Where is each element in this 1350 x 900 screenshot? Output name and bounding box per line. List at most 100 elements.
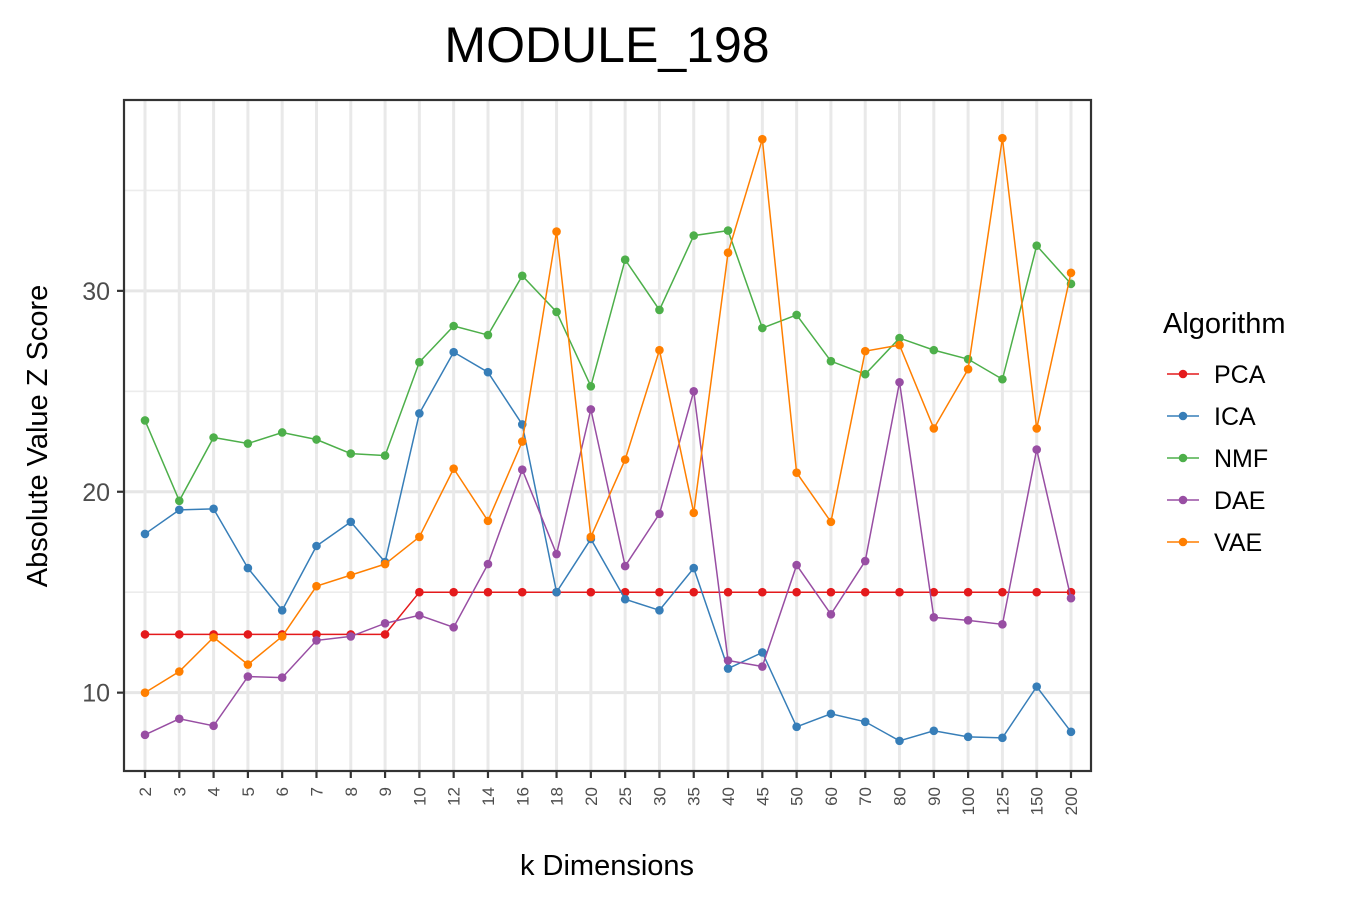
data-point-nmf [483,330,493,340]
data-point-nmf [689,231,699,240]
data-point-dae [380,619,390,628]
data-point-vae [723,248,733,257]
data-point-ica [826,709,836,719]
data-point-nmf [929,345,939,355]
legend-title: Algorithm [1163,308,1286,340]
data-point-pca [860,587,870,597]
series-line-nmf [144,229,1072,503]
legend-key-point-pca [1178,369,1188,379]
data-point-dae [586,405,596,414]
data-point-nmf [140,416,150,425]
data-point-vae [620,455,630,464]
data-point-pca [723,587,733,597]
legend-label-dae: DAE [1214,487,1265,515]
data-point-vae [792,468,801,477]
data-point-ica [655,605,664,615]
x-tick-label: 40 [719,787,738,806]
data-point-vae [998,133,1007,143]
legend-label-ica: ICA [1214,403,1256,431]
data-point-dae [243,672,253,681]
data-point-pca [312,630,321,639]
data-point-vae [552,227,561,236]
y-tick-label: 30 [82,278,110,306]
data-point-nmf [1032,241,1042,250]
x-tick-label: 14 [479,787,498,806]
data-point-dae [346,632,356,641]
x-tick-label: 9 [376,787,395,796]
series-layer [140,133,1076,746]
data-point-ica [895,736,904,746]
x-axis-label: k Dimensions [520,850,694,882]
data-point-ica [552,587,561,597]
data-point-vae [174,667,184,676]
data-point-vae [826,517,836,527]
data-point-dae [517,465,527,474]
data-point-pca [758,587,767,597]
data-point-dae [312,636,321,645]
data-point-vae [689,508,699,518]
x-tick-label: 2 [136,787,155,796]
data-point-pca [792,587,801,597]
chart-title: MODULE_198 [444,17,769,73]
series-line-ica [144,351,1072,742]
data-point-pca [586,587,596,597]
x-tick-label: 4 [205,787,224,796]
data-point-nmf [449,321,458,331]
data-point-vae [449,464,458,473]
data-point-nmf [380,451,390,460]
series-line-vae [144,138,1072,694]
data-point-vae [655,345,664,355]
data-point-dae [140,730,150,740]
data-point-dae [826,609,836,619]
data-point-nmf [655,305,664,315]
data-point-dae [449,623,458,632]
series-line-dae [144,382,1072,736]
data-point-ica [209,504,218,514]
x-tick-label: 200 [1062,787,1081,815]
data-point-nmf [415,357,424,367]
x-tick-label: 45 [753,787,772,806]
data-point-nmf [723,226,733,235]
data-point-ica [963,732,973,742]
data-point-vae [415,532,424,542]
data-point-vae [209,633,218,642]
data-point-dae [620,561,630,571]
grid [124,100,1091,771]
data-point-dae [792,560,801,570]
data-point-nmf [860,369,870,379]
data-point-nmf [826,356,836,366]
data-point-pca [963,587,973,597]
x-tick-label: 60 [822,787,841,806]
data-point-pca [689,587,699,597]
data-point-dae [689,387,699,396]
x-tick-label: 125 [993,787,1012,815]
x-tick-label: 30 [650,787,669,806]
x-tick-label: 8 [342,787,361,796]
data-point-nmf [312,435,321,444]
legend-key-point-nmf [1178,453,1188,463]
data-point-ica [998,733,1007,743]
data-point-ica [689,563,699,573]
data-point-dae [1032,445,1042,454]
data-point-vae [380,559,390,569]
data-point-ica [929,726,939,736]
x-tick-label: 7 [307,787,326,796]
data-point-vae [929,424,939,433]
data-point-pca [1032,587,1042,597]
data-point-pca [655,587,664,597]
data-point-vae [1032,424,1042,433]
legend-key-point-vae [1178,537,1188,547]
x-tick-label: 50 [788,787,807,806]
data-point-pca [929,587,939,597]
data-point-pca [415,587,424,597]
data-point-ica [620,594,630,604]
x-axis: 2 3 4 5 6 7 8 9 10 12 14 16 18 20 25 30 35 40 45 50 60 70 80 90… [136,771,1081,815]
x-tick-label: 20 [582,787,601,806]
x-tick-label: 80 [891,787,910,806]
data-point-pca [174,630,184,639]
x-tick-label: 70 [856,787,875,806]
data-point-dae [415,611,424,620]
data-point-nmf [758,323,767,333]
data-point-vae [243,660,253,669]
